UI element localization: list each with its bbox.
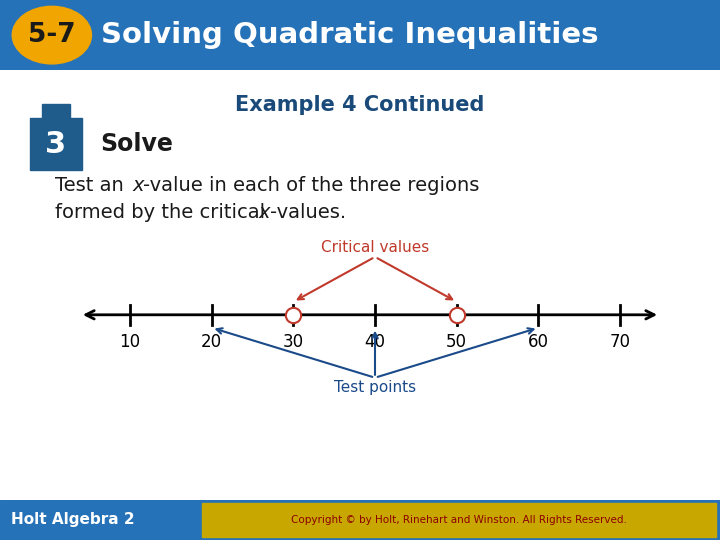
Text: Copyright © by Holt, Rinehart and Winston. All Rights Reserved.: Copyright © by Holt, Rinehart and Winsto… [292, 515, 627, 525]
Text: -values.: -values. [270, 204, 346, 222]
Text: Solving Quadratic Inequalities: Solving Quadratic Inequalities [101, 21, 598, 49]
Text: Test points: Test points [334, 380, 416, 395]
Text: 50: 50 [446, 333, 467, 351]
Text: 10: 10 [120, 333, 140, 351]
Text: 20: 20 [201, 333, 222, 351]
Text: x: x [259, 204, 271, 222]
Text: Holt Algebra 2: Holt Algebra 2 [11, 512, 135, 527]
Bar [202, 503, 716, 537]
Text: Example 4 Continued: Example 4 Continued [235, 95, 485, 115]
Text: 70: 70 [610, 333, 631, 351]
Text: x: x [133, 176, 145, 194]
Text: Critical values: Critical values [321, 240, 429, 255]
Text: formed by the critical: formed by the critical [55, 204, 271, 222]
Text: 5-7: 5-7 [28, 22, 76, 48]
Ellipse shape [12, 6, 91, 64]
Bar [30, 118, 82, 170]
Text: 40: 40 [364, 333, 385, 351]
Text: Test an: Test an [55, 176, 130, 194]
Text: 3: 3 [45, 130, 66, 159]
Text: 30: 30 [283, 333, 304, 351]
Text: 60: 60 [528, 333, 549, 351]
Bar [42, 104, 70, 118]
Text: Solve: Solve [100, 132, 173, 156]
Text: -value in each of the three regions: -value in each of the three regions [143, 176, 480, 194]
